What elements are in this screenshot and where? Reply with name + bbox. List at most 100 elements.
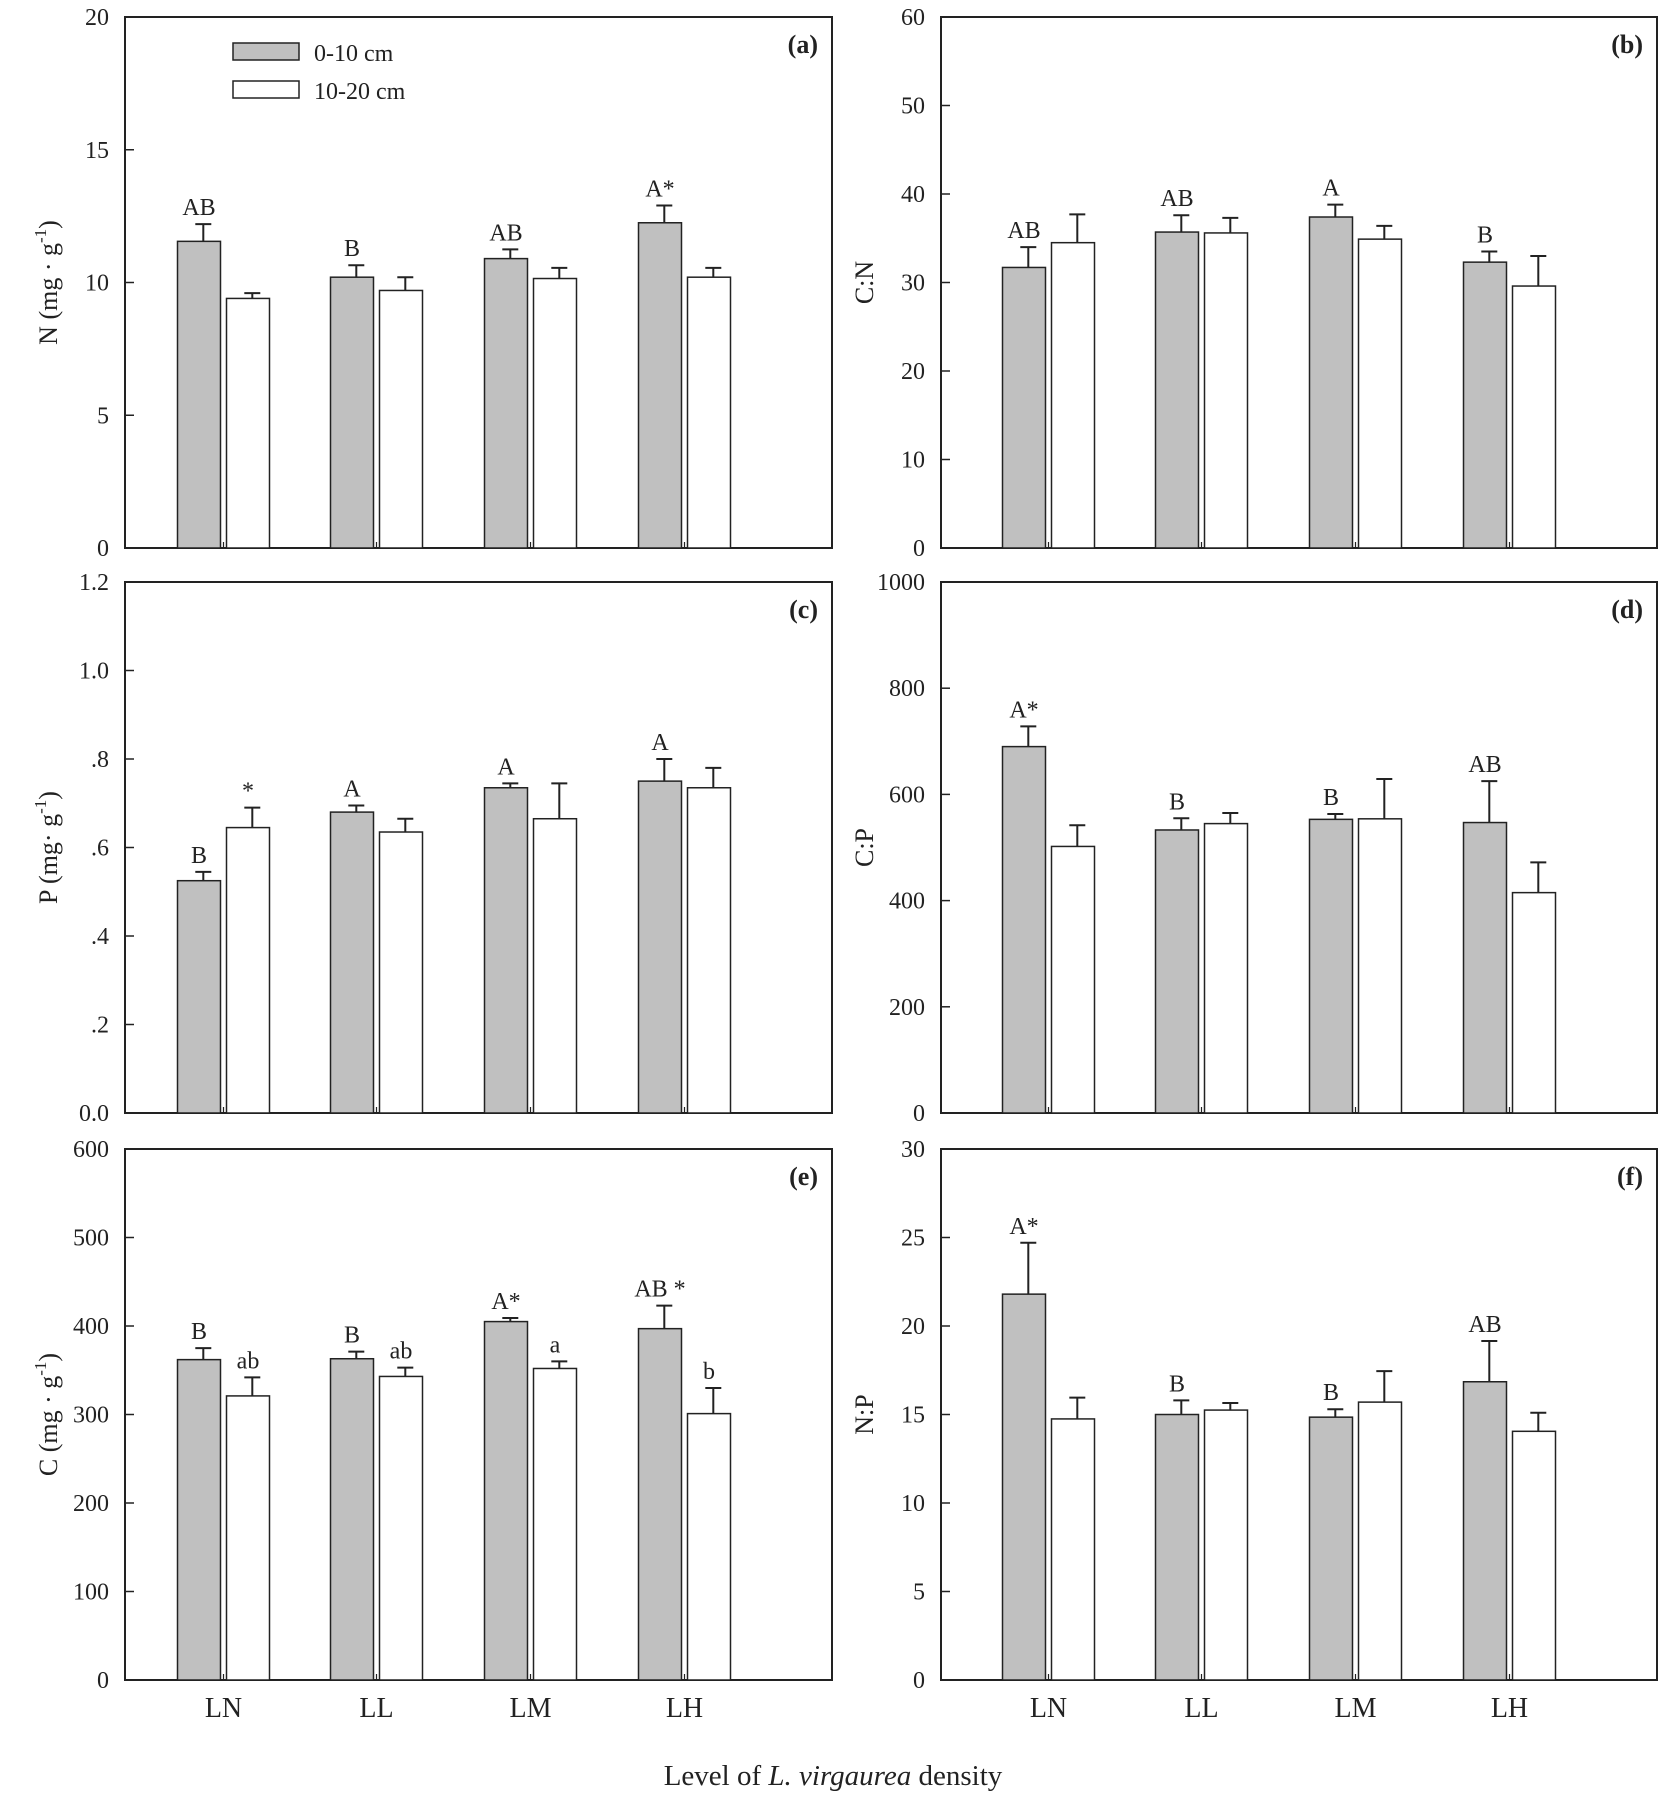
bar-LM-10-20cm	[532, 277, 578, 549]
significance-label: A	[343, 776, 361, 802]
significance-label: A*	[645, 177, 674, 203]
bar-LH-0-10cm	[637, 780, 683, 1114]
bar-LL-10-20cm	[378, 831, 424, 1114]
bar-LL-10-20cm	[1203, 822, 1249, 1114]
significance-label: B	[1169, 789, 1185, 815]
bar-LN-0-10cm	[176, 879, 222, 1114]
y-tick-label: .4	[91, 924, 109, 950]
bar-LN-0-10cm	[1001, 266, 1047, 549]
panel-c: 0.0 .2 .4 .6 .8 1.0 1.2 P (mg· g-1) (c) B * A A A	[31, 570, 833, 1127]
legend: 0-10 cm 10-20 cm	[232, 41, 406, 105]
y-tick-label: 20	[85, 5, 109, 31]
y-tick-label: .8	[91, 747, 109, 773]
bar-LN-10-20cm	[225, 297, 271, 549]
y-tick-label: .2	[91, 1013, 109, 1039]
significance-label: A	[497, 754, 515, 780]
y-tick-label: 300	[73, 1403, 109, 1429]
bar-LH-0-10cm	[1462, 821, 1508, 1114]
x-category-label-LM: LM	[1335, 1693, 1377, 1724]
y-tick-label: 400	[889, 889, 925, 915]
bar-LN-10-20cm	[1050, 1418, 1096, 1681]
significance-label: B	[1323, 1380, 1339, 1406]
bar-LL-10-20cm	[1203, 1409, 1249, 1681]
y-axis-title: C (mg · g-1)	[31, 1353, 63, 1476]
significance-label: b	[703, 1359, 715, 1385]
x-category-label-LL: LL	[359, 1693, 393, 1724]
panel-letter: (c)	[789, 595, 818, 624]
bar-LM-0-10cm	[1308, 818, 1354, 1114]
bar-LM-10-20cm	[532, 817, 578, 1114]
y-tick-label: .6	[91, 836, 109, 862]
significance-label: AB	[1468, 1312, 1501, 1338]
bar-LN-0-10cm	[1001, 1293, 1047, 1681]
y-axis-title: N (mg · g-1)	[31, 220, 63, 345]
bar-LH-10-20cm	[1511, 1430, 1557, 1681]
bar-LM-0-10cm	[483, 1320, 529, 1681]
y-tick-label: 10	[901, 1491, 925, 1517]
bar-LL-0-10cm	[329, 276, 375, 549]
y-tick-label: 1000	[877, 570, 925, 596]
panel-f: 0 5 10 15 20 25 30 N:P (f) A* LN B LL B LM AB LH	[850, 1137, 1658, 1724]
significance-label: ab	[237, 1348, 260, 1374]
bar-LN-10-20cm	[225, 826, 271, 1114]
x-category-label-LH: LH	[1491, 1693, 1528, 1724]
bar-LM-10-20cm	[1357, 818, 1403, 1114]
y-tick-label: 5	[913, 1580, 925, 1606]
significance-label: B	[1323, 785, 1339, 811]
significance-label: A*	[1009, 1214, 1038, 1240]
y-tick-label: 0	[913, 536, 925, 562]
bar-LN-0-10cm	[176, 240, 222, 549]
y-axis-title: C:N	[850, 261, 879, 305]
y-axis-title: C:P	[850, 828, 879, 867]
bar-LN-0-10cm	[1001, 745, 1047, 1114]
bar-LL-10-20cm	[378, 1375, 424, 1681]
significance-label: B	[344, 236, 360, 262]
panel-letter: (e)	[789, 1162, 818, 1191]
y-tick-label: 1.0	[79, 659, 109, 685]
significance-label: A	[1322, 176, 1340, 202]
significance-label: AB	[1160, 186, 1193, 212]
bar-LN-10-20cm	[1050, 241, 1096, 549]
bar-LL-0-10cm	[1154, 231, 1200, 549]
bar-LN-10-20cm	[1050, 845, 1096, 1114]
y-tick-label: 25	[901, 1226, 925, 1252]
bar-LH-0-10cm	[1462, 1381, 1508, 1681]
legend-swatch-0-10cm	[232, 42, 300, 61]
panel-letter: (d)	[1611, 595, 1643, 624]
x-category-label-LH: LH	[666, 1693, 703, 1724]
y-tick-label: 20	[901, 1314, 925, 1340]
bar-LH-0-10cm	[1462, 261, 1508, 549]
bar-LN-10-20cm	[225, 1395, 271, 1681]
significance-label: AB	[1468, 752, 1501, 778]
bar-LL-0-10cm	[329, 811, 375, 1114]
bar-LL-10-20cm	[1203, 232, 1249, 549]
panel-letter: (f)	[1617, 1162, 1643, 1191]
y-tick-label: 40	[901, 182, 925, 208]
y-tick-label: 15	[85, 138, 109, 164]
y-tick-label: 100	[73, 1580, 109, 1606]
bar-LM-10-20cm	[532, 1367, 578, 1681]
significance-label: AB *	[634, 1277, 685, 1303]
y-tick-label: 0	[913, 1101, 925, 1127]
y-tick-label: 30	[901, 271, 925, 297]
bar-LH-10-20cm	[686, 276, 732, 549]
legend-label-0-10cm: 0-10 cm	[314, 41, 394, 67]
y-tick-label: 0	[913, 1668, 925, 1694]
significance-label: B	[1477, 223, 1493, 249]
panel-letter: (b)	[1611, 30, 1643, 59]
y-tick-label: 0	[97, 1668, 109, 1694]
y-tick-label: 200	[73, 1491, 109, 1517]
y-tick-label: 0.0	[79, 1101, 109, 1127]
plot-frame	[940, 581, 1658, 1114]
y-tick-label: 600	[73, 1137, 109, 1163]
bar-LM-0-10cm	[1308, 1416, 1354, 1681]
significance-label: A*	[491, 1289, 520, 1315]
bar-LH-10-20cm	[686, 1412, 732, 1681]
significance-label: B	[191, 843, 207, 869]
significance-label: a	[550, 1332, 561, 1358]
y-tick-label: 600	[889, 782, 925, 808]
